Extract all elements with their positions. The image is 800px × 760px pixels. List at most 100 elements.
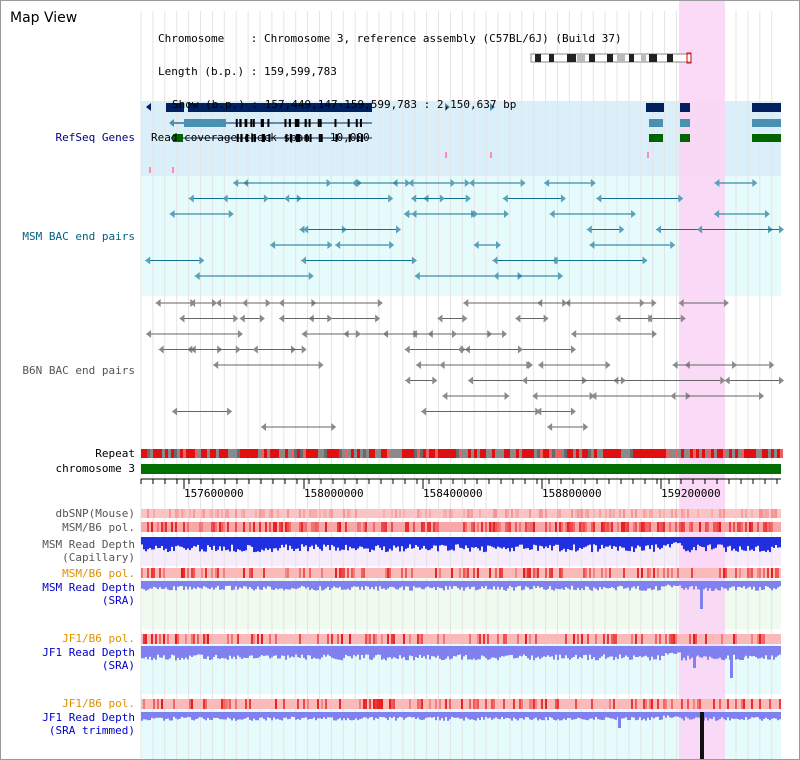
- heat-mark: [363, 699, 365, 709]
- depth-bar: [561, 537, 563, 551]
- depth-bar: [741, 712, 743, 720]
- depth-bar: [431, 581, 433, 589]
- heat-mark: [689, 634, 691, 644]
- depth-bar: [401, 537, 403, 547]
- track-label-msm-bac[interactable]: MSM BAC end pairs: [22, 230, 135, 243]
- depth-bar: [171, 537, 173, 547]
- depth-bar: [581, 646, 583, 659]
- depth-bar: [381, 646, 383, 660]
- depth-bar: [271, 537, 273, 552]
- depth-bar: [483, 581, 485, 588]
- depth-bar: [387, 537, 389, 552]
- depth-bar: [467, 712, 469, 719]
- repeat-segment: [363, 449, 366, 458]
- depth-bar: [779, 712, 781, 720]
- depth-bar: [647, 581, 649, 589]
- heat-mark: [485, 522, 487, 532]
- depth-bar: [689, 712, 691, 720]
- depth-bar: [685, 581, 687, 588]
- depth-bar: [371, 646, 373, 660]
- track-label-refseq[interactable]: RefSeq Genes: [55, 131, 135, 144]
- depth-bar: [697, 646, 699, 656]
- bac-end: [190, 299, 196, 307]
- depth-bar: [433, 646, 435, 657]
- depth-bar: [393, 581, 395, 588]
- heat-mark: [409, 634, 411, 644]
- depth-bar: [757, 537, 759, 546]
- depth-bar: [593, 646, 595, 658]
- track-label-dbsnp[interactable]: dbSNP(Mouse): [55, 507, 135, 520]
- depth-bar: [203, 712, 205, 720]
- depth-bar: [563, 712, 565, 719]
- heat-mark: [491, 522, 493, 532]
- bac-end: [450, 179, 456, 187]
- track-label-jf1-depth-sra[interactable]: JF1 Read Depth: [42, 646, 135, 659]
- repeat-segment: [432, 449, 435, 458]
- bac-end: [432, 376, 438, 385]
- depth-bar: [359, 646, 361, 660]
- repeat-segment: [570, 449, 573, 458]
- repeat-segment: [369, 449, 372, 458]
- depth-bar: [607, 712, 609, 718]
- heat-mark: [215, 509, 217, 518]
- heat-mark: [605, 522, 607, 532]
- depth-bar: [479, 537, 481, 551]
- track-label-msm-b6-pol-2[interactable]: MSM/B6 pol.: [62, 567, 135, 580]
- depth-bar: [421, 712, 423, 720]
- exon: [289, 134, 292, 142]
- repeat-segment: [192, 449, 195, 458]
- repeat-segment: [270, 449, 273, 458]
- bac-end: [571, 330, 577, 338]
- heat-mark: [413, 522, 415, 532]
- depth-bar: [667, 537, 669, 545]
- depth-bar: [733, 581, 735, 587]
- heat-mark: [531, 522, 533, 532]
- heat-mark: [365, 699, 367, 709]
- depth-bar: [387, 581, 389, 589]
- repeat-segment: [639, 449, 642, 458]
- track-label-msm-depth-sra[interactable]: MSM Read Depth: [42, 581, 135, 594]
- depth-bar: [585, 537, 587, 547]
- heat-mark: [641, 522, 643, 532]
- track-label-msm-depth-cap-sub: (Capillary): [62, 551, 135, 564]
- chromosome-label: Chromosome: [158, 32, 251, 45]
- depth-bar: [397, 712, 399, 718]
- heat-mark: [359, 522, 361, 532]
- depth-bar: [753, 537, 755, 551]
- track-label-repeat[interactable]: Repeat: [95, 447, 135, 460]
- ideogram-marker: [686, 52, 692, 64]
- depth-bar: [425, 581, 427, 588]
- depth-bar: [715, 581, 717, 589]
- track-label-jf1-depth-trim[interactable]: JF1 Read Depth: [42, 711, 135, 724]
- repeat-segment: [732, 449, 735, 458]
- depth-bar: [403, 646, 405, 657]
- depth-bar: [377, 646, 379, 655]
- depth-bar: [391, 537, 393, 551]
- depth-bar: [669, 646, 671, 654]
- bac-end: [651, 330, 657, 338]
- heat-mark: [617, 522, 619, 532]
- heat-mark: [493, 699, 495, 709]
- depth-bar: [701, 646, 703, 658]
- depth-bar: [767, 537, 769, 551]
- track-label-chromosome[interactable]: chromosome 3: [55, 462, 135, 475]
- heat-mark: [623, 509, 625, 518]
- depth-bar: [591, 581, 593, 591]
- depth-bar: [567, 581, 569, 589]
- depth-bar: [507, 646, 509, 656]
- track-label-jf1-b6-pol-1[interactable]: JF1/B6 pol.: [62, 632, 135, 645]
- track-label-msm-depth-cap[interactable]: MSM Read Depth: [42, 538, 135, 551]
- heat-mark: [199, 522, 201, 532]
- heat-mark: [435, 699, 437, 709]
- heat-mark: [609, 568, 611, 578]
- depth-bar: [725, 537, 727, 552]
- track-label-msm-b6-pol-1[interactable]: MSM/B6 pol.: [62, 521, 135, 534]
- heat-mark: [581, 522, 583, 532]
- track-label-b6n-bac[interactable]: B6N BAC end pairs: [22, 364, 135, 377]
- track-label-jf1-b6-pol-2[interactable]: JF1/B6 pol.: [62, 697, 135, 710]
- heat-mark: [421, 699, 423, 709]
- depth-bar: [493, 537, 495, 548]
- depth-bar: [703, 581, 705, 590]
- depth-bar: [609, 712, 611, 719]
